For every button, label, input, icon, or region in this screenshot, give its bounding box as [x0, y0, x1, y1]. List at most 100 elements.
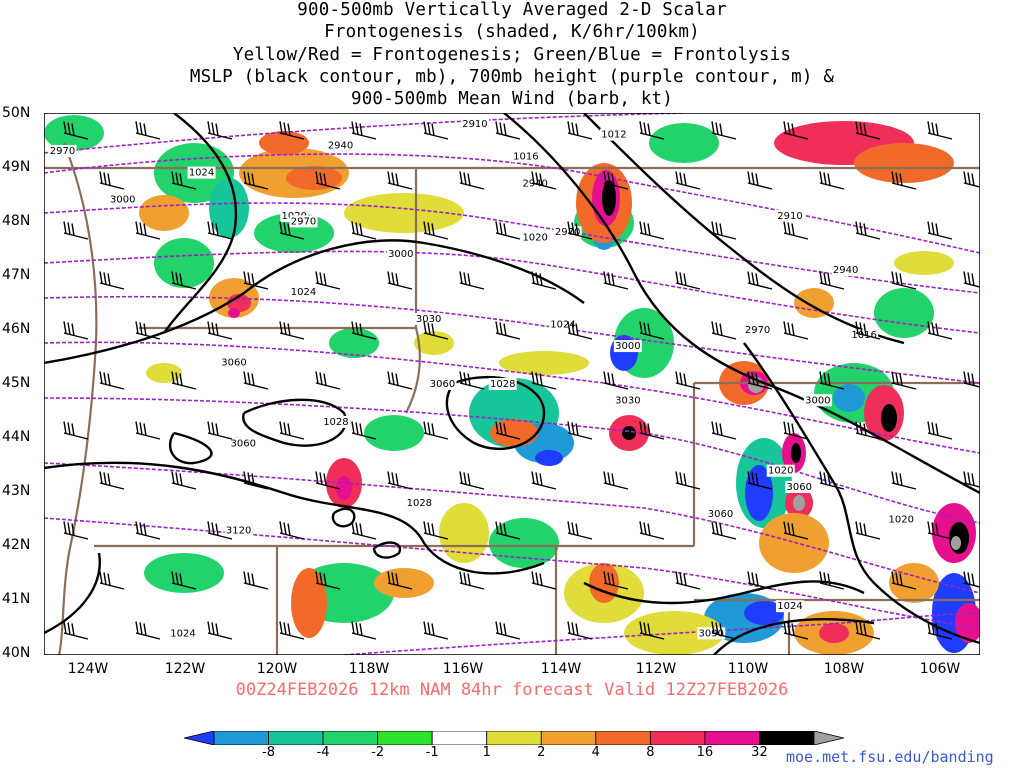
wind-barb	[423, 421, 449, 440]
mslp-label-bg	[511, 150, 540, 163]
wind-barb	[963, 571, 980, 588]
wind-barb	[279, 521, 305, 540]
mslp-label-1024: 1024	[777, 601, 802, 612]
wind-barb	[711, 421, 737, 440]
wind-barb	[135, 621, 161, 640]
wind-barb	[315, 571, 341, 590]
lat-label-50n: 50N	[2, 105, 31, 121]
wind-barb	[279, 421, 305, 440]
mslp-label-1016: 1016	[513, 151, 538, 162]
height-label-3060: 3060	[787, 482, 812, 493]
colorbar-label: 8	[646, 745, 655, 760]
mslp-label-bg	[169, 627, 198, 640]
wind-barb	[315, 371, 341, 390]
wind-barb	[279, 121, 305, 140]
title-line-5: 900-500mb Mean Wind (barb, kt)	[350, 89, 674, 109]
wind-barb	[891, 271, 917, 290]
wind-barb	[747, 171, 773, 190]
colorbar-label: -2	[371, 745, 385, 760]
colorbar-label: -8	[262, 745, 276, 760]
wind-barb	[747, 271, 773, 290]
mslp-label-bg	[599, 128, 628, 141]
wind-barb	[495, 321, 521, 340]
wind-barb	[99, 571, 125, 590]
wind-barb	[639, 121, 665, 140]
wind-barb	[603, 271, 629, 290]
colorbar-segment	[431, 731, 488, 745]
wind-barb	[963, 171, 980, 188]
height-label-3060: 3060	[708, 509, 733, 520]
wind-barb	[675, 271, 701, 290]
wind-barb	[423, 221, 449, 240]
title-line-3: Yellow/Red = Frontogenesis; Green/Blue =…	[232, 45, 792, 65]
wind-barb	[603, 471, 629, 490]
height-label-bg	[219, 356, 248, 369]
mslp-label-bg	[887, 513, 916, 526]
height-label-bg	[785, 480, 814, 493]
colorbar-label: 2	[537, 745, 546, 760]
wind-barb	[567, 321, 593, 340]
height-label-bg	[706, 508, 735, 521]
wind-barb	[135, 121, 161, 140]
wind-barb	[639, 221, 665, 240]
height-label-bg	[613, 394, 642, 407]
wind-barb	[495, 421, 521, 440]
wind-barb	[351, 521, 377, 540]
wind-barb	[99, 371, 125, 390]
wind-barb	[819, 271, 845, 290]
height-label-3060: 3060	[430, 379, 455, 390]
height-label-3120: 3120	[226, 525, 251, 536]
lon-label-106w: 106W	[919, 661, 961, 677]
wind-barb	[387, 171, 413, 190]
colorbar-segment	[377, 731, 433, 745]
wind-barb	[63, 321, 89, 340]
wind-barb	[963, 271, 980, 288]
wind-barb	[567, 521, 593, 540]
height-label-3030: 3030	[615, 395, 640, 406]
lat-label-48n: 48N	[2, 213, 31, 229]
height-label-2940: 2940	[328, 141, 353, 152]
mslp-label-1024: 1024	[189, 168, 214, 179]
wind-barb	[711, 621, 737, 640]
wind-barb	[207, 521, 233, 540]
wind-barb	[63, 521, 89, 540]
wind-barb	[855, 221, 881, 240]
height-label-2970: 2970	[555, 227, 580, 238]
height-label-3000: 3000	[805, 395, 830, 406]
height-label-bg	[326, 139, 355, 152]
wind-barb	[459, 171, 485, 190]
wind-barb	[207, 321, 233, 340]
height-label-bg	[743, 323, 772, 336]
wind-barb	[423, 321, 449, 340]
height-label-3030: 3030	[416, 314, 441, 325]
height-label-bg	[613, 340, 642, 353]
wind-barb	[459, 571, 485, 590]
height-label-3000: 3000	[615, 341, 640, 352]
wind-barb	[675, 471, 701, 490]
wind-barb	[63, 121, 89, 140]
wind-barb	[855, 321, 881, 340]
wind-barb	[927, 321, 953, 340]
lat-label-40n: 40N	[2, 645, 31, 661]
wind-barb	[63, 421, 89, 440]
height-label-bg	[460, 117, 489, 130]
wind-barb	[603, 371, 629, 390]
wind-barb	[243, 371, 269, 390]
height-label-2970: 2970	[745, 325, 770, 336]
wind-barb	[639, 521, 665, 540]
wind-barb	[819, 171, 845, 190]
colorbar-segment	[322, 731, 379, 745]
wind-barb	[99, 471, 125, 490]
wind-barb	[171, 271, 197, 290]
mslp-label-bg	[321, 415, 350, 428]
wind-barb	[495, 621, 521, 640]
height-label-2970: 2970	[291, 216, 316, 227]
wind-barb	[171, 571, 197, 590]
height-label-3090: 3090	[699, 628, 724, 639]
wind-barb	[711, 221, 737, 240]
title-line-4: MSLP (black contour, mb), 700mb height (…	[189, 67, 835, 87]
height-label-3000: 3000	[388, 249, 413, 260]
wind-barb	[423, 521, 449, 540]
colorbar-segment	[486, 731, 542, 745]
mslp-label-1024: 1024	[550, 319, 575, 330]
